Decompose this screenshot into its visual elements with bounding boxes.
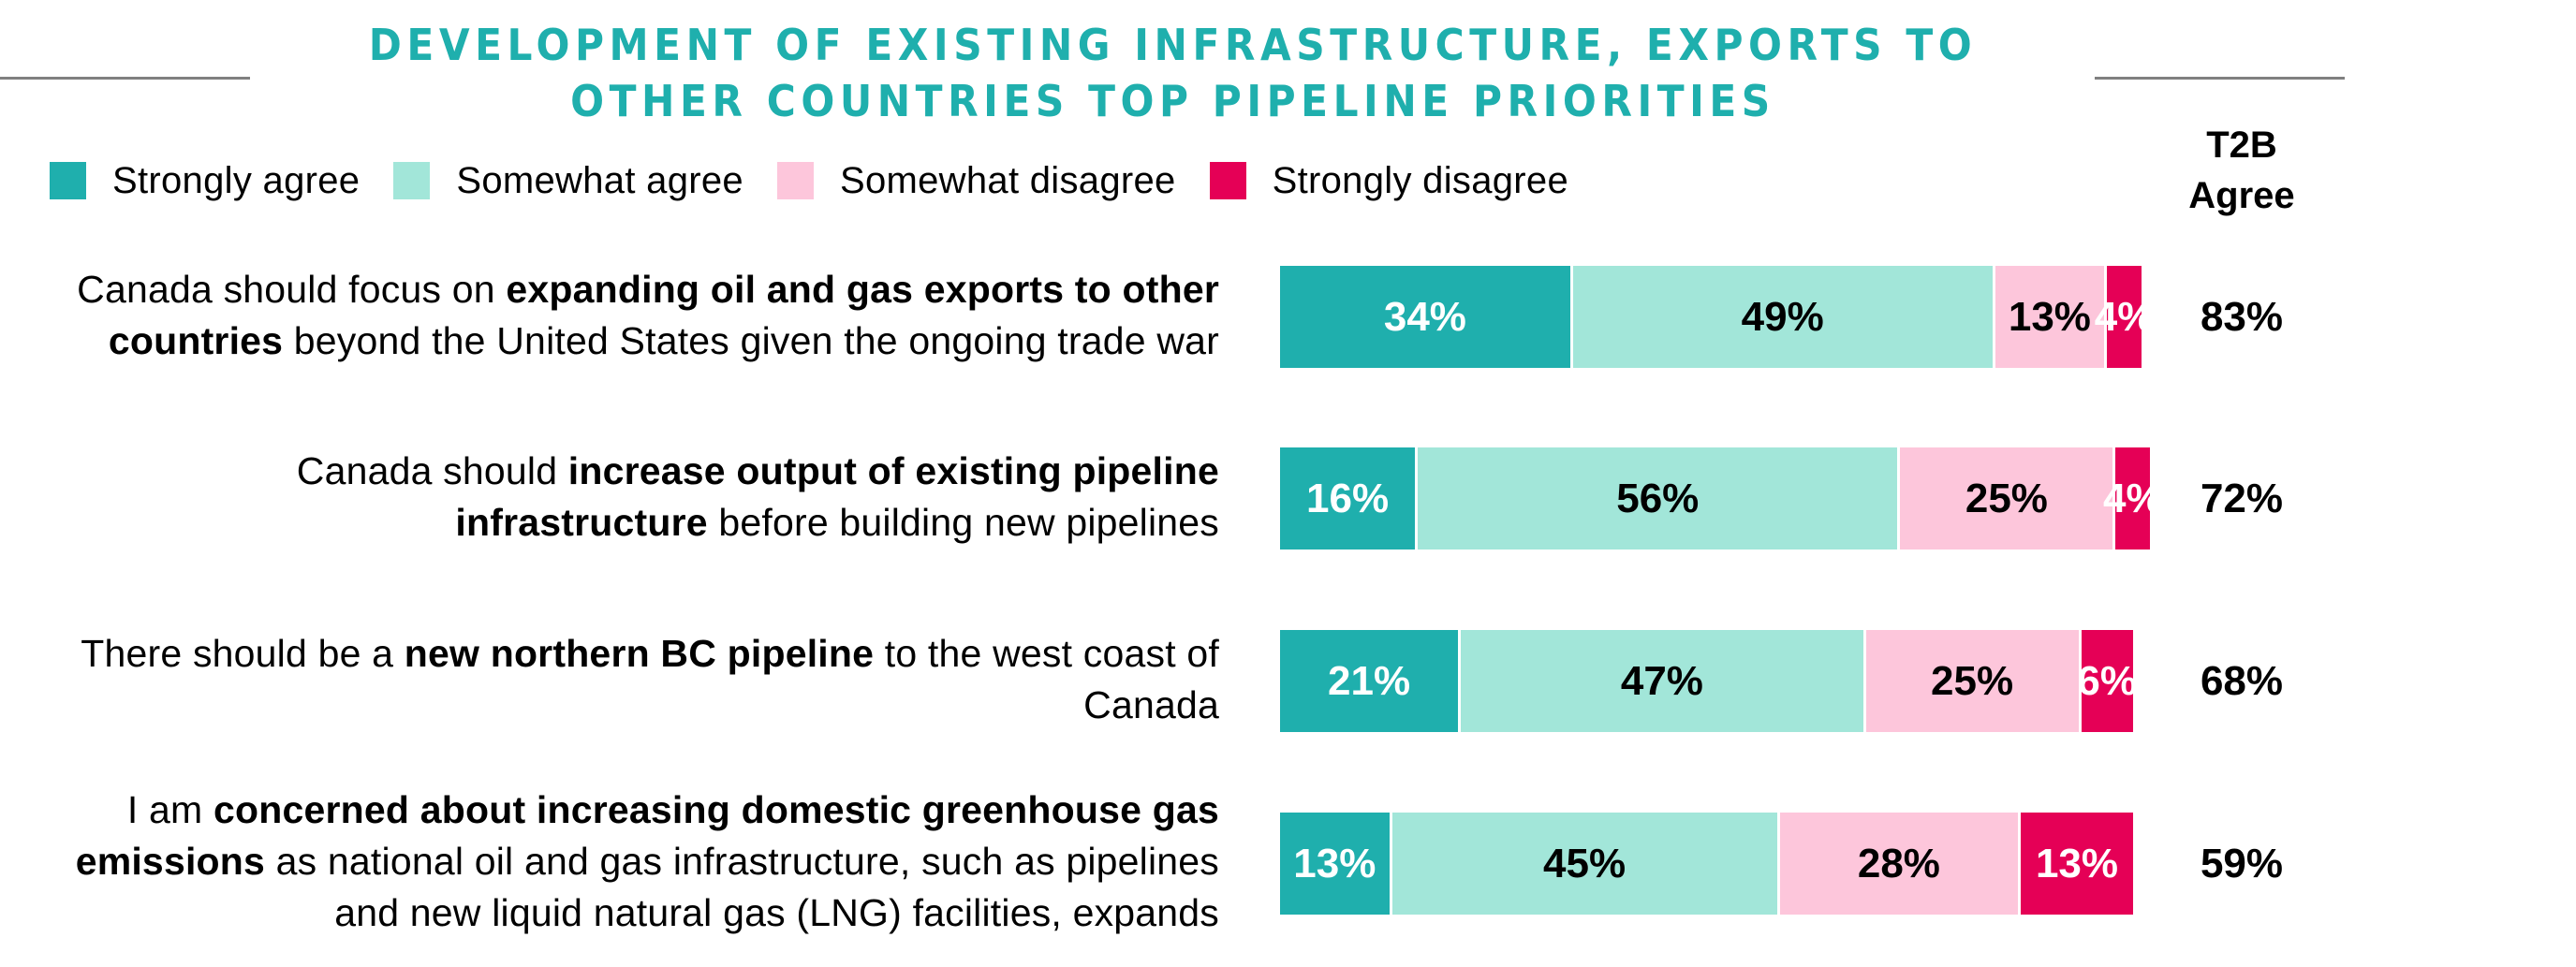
chart-title-line-2: OTHER COUNTRIES TOP PIPELINE PRIORITIES (570, 76, 1775, 126)
row-label-text: as national oil and gas infrastructure, … (265, 840, 1219, 934)
chart-title-line-1: DEVELOPMENT OF EXISTING INFRASTRUCTURE, … (368, 20, 1978, 70)
legend-swatch-somewhat-disagree (776, 162, 814, 199)
stacked-bar: 16% 56% 25% 4% (1280, 447, 2163, 549)
bar-segment-strongly-agree: 21% (1280, 630, 1462, 732)
data-label: 56% (1616, 475, 1700, 521)
row-label-bold-text: increase output of existing pipeline inf… (455, 448, 1219, 544)
row-label-text: There should be a (81, 631, 405, 675)
bar-segment-somewhat-agree: 47% (1461, 630, 1866, 732)
legend: Strongly agree Somewhat agree Somewhat d… (50, 157, 1602, 204)
legend-item-somewhat-agree: Somewhat agree (393, 160, 743, 202)
title-rule-right (2095, 77, 2345, 80)
t2b-value: 68% (2200, 657, 2284, 704)
chart-title: DEVELOPMENT OF EXISTING INFRASTRUCTURE, … (344, 17, 2002, 129)
t2b-header-line-2: Agree (2188, 175, 2295, 216)
data-label: 4% (2094, 293, 2155, 340)
bar-segment-strongly-agree: 34% (1280, 266, 1573, 368)
legend-label-strongly-disagree: Strongly disagree (1272, 159, 1568, 201)
row-label-bold-text: new northern BC pipeline (404, 631, 875, 675)
t2b-header-line-1: T2B (2206, 125, 2277, 166)
row-label-text: I am (126, 788, 213, 831)
data-label: 45% (1543, 840, 1627, 886)
data-label: 28% (1857, 840, 1940, 886)
bar-segment-somewhat-disagree: 28% (1779, 813, 2022, 915)
t2b-value: 72% (2200, 475, 2284, 521)
row-label: Canada should increase output of existin… (49, 446, 1219, 549)
bar-segment-somewhat-agree: 56% (1418, 447, 1901, 549)
bar-segment-strongly-disagree: 4% (2095, 266, 2154, 368)
bar-segment-somewhat-agree: 45% (1391, 813, 1780, 915)
row-label-text: beyond the United States given the ongoi… (283, 318, 1219, 362)
row-label-bold-text: concerned about increasing domestic gree… (75, 788, 1219, 883)
legend-label-somewhat-agree: Somewhat agree (456, 159, 743, 201)
row-label-text: Canada should focus on (77, 267, 507, 311)
stacked-bar: 34% 49% 13% 4% (1280, 266, 2154, 368)
title-rule-left (0, 77, 250, 80)
data-label: 4% (2103, 475, 2163, 521)
legend-label-strongly-agree: Strongly agree (112, 159, 361, 201)
stacked-bar: 21% 47% 25% 6% (1280, 630, 2137, 732)
data-label: 6% (2077, 657, 2137, 704)
data-label: 13% (2035, 840, 2119, 886)
legend-swatch-strongly-disagree (1209, 162, 1246, 199)
row-label-bold-text: expanding oil and gas exports to other c… (108, 267, 1219, 362)
data-label: 21% (1328, 657, 1411, 704)
data-label: 25% (1965, 475, 2048, 521)
row-label-text: to the west coast of Canada (874, 631, 1219, 726)
legend-swatch-strongly-agree (50, 162, 86, 199)
data-label: 16% (1306, 475, 1390, 521)
row-label-text: Canada should (296, 448, 568, 492)
data-label: 49% (1741, 293, 1824, 340)
data-label: 13% (1293, 840, 1376, 886)
bar-segment-strongly-disagree: 4% (2103, 447, 2163, 549)
bar-segment-strongly-disagree: 6% (2077, 630, 2137, 732)
row-label: Canada should focus on expanding oil and… (49, 264, 1219, 367)
bar-segment-somewhat-disagree: 25% (1900, 447, 2116, 549)
bar-segment-somewhat-disagree: 13% (1995, 266, 2108, 368)
legend-item-strongly-agree: Strongly agree (50, 160, 360, 202)
bar-segment-strongly-agree: 16% (1280, 447, 1419, 549)
row-label: I am concerned about increasing domestic… (49, 784, 1219, 939)
data-label: 34% (1383, 293, 1466, 340)
row-label-text: before building new pipelines (707, 500, 1219, 544)
row-label: There should be a new northern BC pipeli… (49, 628, 1219, 731)
bar-segment-somewhat-agree: 49% (1572, 266, 1995, 368)
data-label: 25% (1931, 657, 2014, 704)
bar-segment-somewhat-disagree: 25% (1865, 630, 2082, 732)
stacked-bar: 13% 45% 28% 13% (1280, 813, 2133, 915)
t2b-header: T2B Agree (2148, 120, 2335, 221)
data-label: 47% (1620, 657, 1703, 704)
data-label: 13% (2008, 293, 2091, 340)
bar-segment-strongly-agree: 13% (1280, 813, 1392, 915)
legend-label-somewhat-disagree: Somewhat disagree (839, 159, 1176, 201)
bar-segment-strongly-disagree: 13% (2021, 813, 2133, 915)
t2b-value: 59% (2200, 840, 2284, 886)
legend-item-strongly-disagree: Strongly disagree (1209, 159, 1568, 202)
t2b-value: 83% (2200, 293, 2284, 340)
legend-item-somewhat-disagree: Somewhat disagree (776, 159, 1176, 202)
legend-swatch-somewhat-agree (393, 162, 431, 199)
